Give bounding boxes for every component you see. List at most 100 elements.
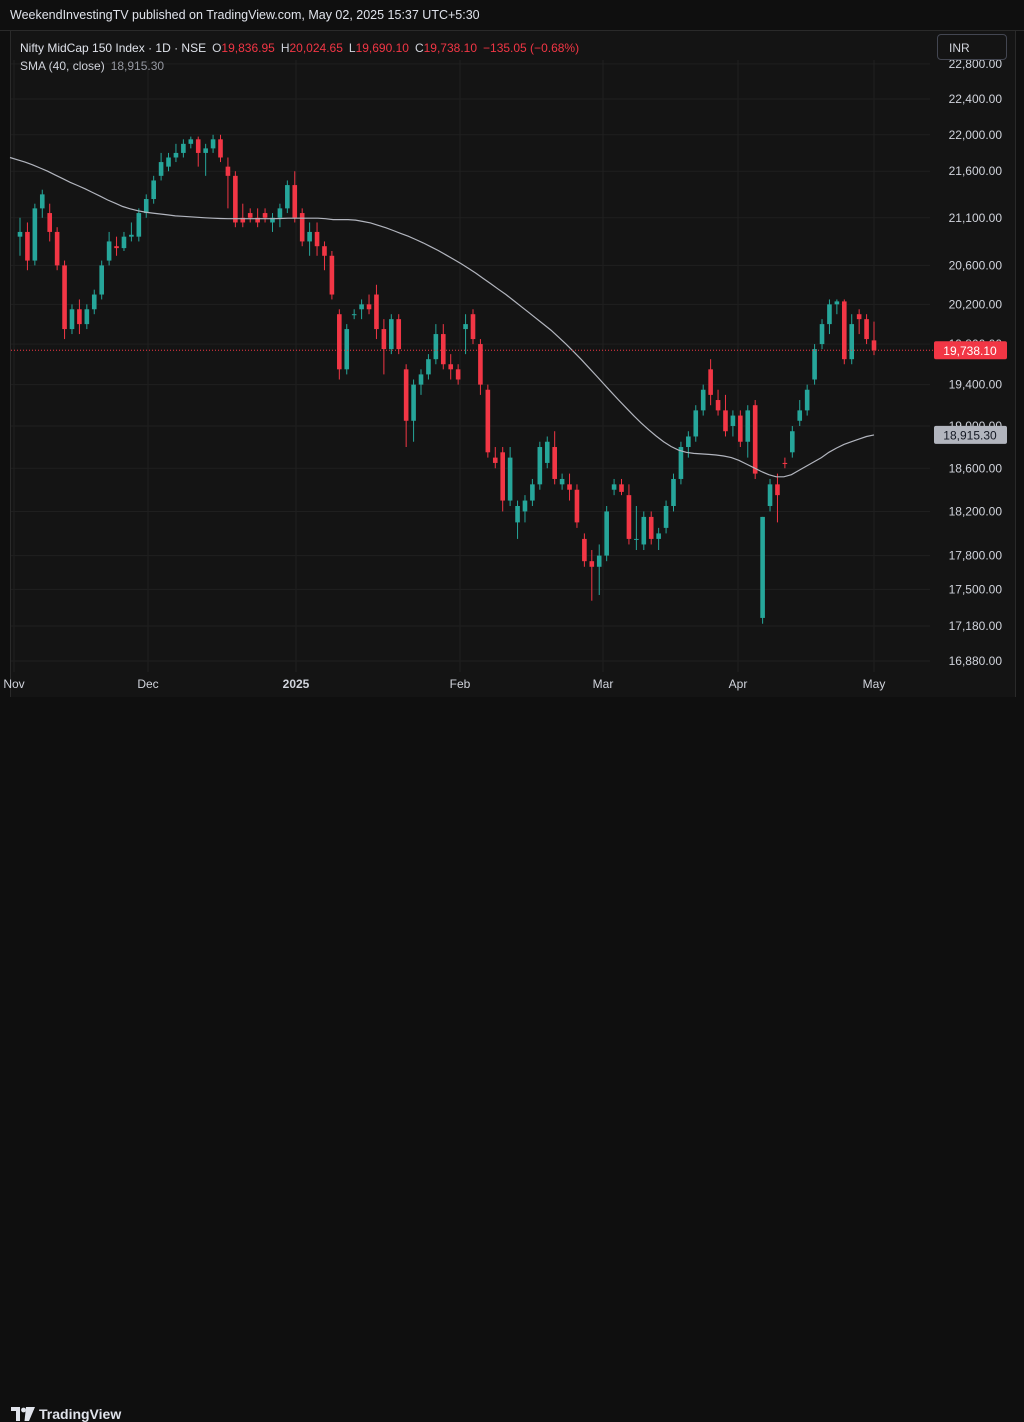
candle-body[interactable]: [700, 389, 706, 411]
candle-body[interactable]: [203, 148, 208, 153]
candle-body[interactable]: [39, 194, 45, 209]
candle-body[interactable]: [77, 309, 82, 325]
candle-body[interactable]: [738, 415, 743, 442]
candle-body[interactable]: [797, 410, 803, 421]
candle-body[interactable]: [166, 157, 171, 167]
candle-body[interactable]: [730, 415, 736, 426]
candle-body[interactable]: [544, 441, 550, 463]
candle-body[interactable]: [151, 180, 156, 200]
candle-body[interactable]: [455, 369, 461, 380]
candle-body[interactable]: [678, 447, 684, 479]
candle-body[interactable]: [804, 389, 810, 411]
candle-body[interactable]: [129, 234, 134, 237]
candle-body[interactable]: [418, 374, 424, 385]
candle-body[interactable]: [188, 139, 194, 144]
candle-body[interactable]: [84, 309, 90, 325]
candle-body[interactable]: [270, 217, 275, 223]
tradingview-logo[interactable]: TradingView: [11, 1406, 121, 1422]
candle-body[interactable]: [403, 369, 409, 421]
candle-body[interactable]: [218, 139, 223, 158]
candle-body[interactable]: [381, 329, 387, 350]
candle-body[interactable]: [641, 516, 647, 545]
candle-body[interactable]: [337, 314, 342, 370]
candle-body[interactable]: [611, 484, 617, 490]
candle-body[interactable]: [470, 314, 476, 340]
candle-body[interactable]: [841, 301, 847, 360]
candle-body[interactable]: [411, 384, 416, 421]
candle-body[interactable]: [871, 340, 877, 351]
candle-body[interactable]: [634, 538, 639, 540]
candle-body[interactable]: [775, 484, 780, 496]
candle-body[interactable]: [195, 139, 201, 153]
candle-body[interactable]: [752, 405, 758, 474]
candle-body[interactable]: [552, 447, 557, 479]
candle-body[interactable]: [515, 505, 520, 523]
candle-body[interactable]: [537, 447, 543, 485]
candle-body[interactable]: [233, 175, 238, 223]
candle-body[interactable]: [582, 538, 587, 562]
candle-body[interactable]: [299, 213, 305, 242]
candle-body[interactable]: [173, 152, 179, 158]
candle-body[interactable]: [240, 217, 246, 223]
candle-body[interactable]: [604, 511, 609, 556]
candle-body[interactable]: [596, 555, 602, 567]
candle-body[interactable]: [359, 304, 364, 310]
symbol-label[interactable]: Nifty MidCap 150 Index · 1D · NSE: [20, 41, 207, 55]
candle-body[interactable]: [322, 246, 327, 256]
candle-body[interactable]: [136, 213, 142, 237]
candle-body[interactable]: [158, 162, 164, 176]
candle-body[interactable]: [530, 484, 535, 501]
candle-body[interactable]: [812, 349, 817, 380]
candle-body[interactable]: [693, 410, 699, 437]
candle-body[interactable]: [782, 462, 788, 464]
candle-body[interactable]: [463, 324, 468, 330]
candle-body[interactable]: [99, 265, 104, 295]
candle-body[interactable]: [827, 304, 832, 325]
candle-body[interactable]: [574, 489, 580, 523]
candle-body[interactable]: [389, 319, 394, 350]
candle-body[interactable]: [686, 436, 691, 448]
candle-body[interactable]: [626, 495, 632, 539]
candle-body[interactable]: [648, 516, 654, 539]
candle-body[interactable]: [485, 389, 491, 453]
candle-body[interactable]: [500, 452, 505, 501]
candle-body[interactable]: [262, 213, 268, 218]
candle-body[interactable]: [492, 457, 498, 463]
candle-body[interactable]: [344, 329, 350, 370]
candle-body[interactable]: [32, 208, 38, 261]
candle-body[interactable]: [374, 294, 379, 330]
candle-body[interactable]: [663, 505, 669, 528]
candle-body[interactable]: [366, 304, 372, 310]
candle-body[interactable]: [767, 484, 773, 506]
candle-body[interactable]: [121, 236, 127, 249]
candle-body[interactable]: [589, 561, 595, 567]
candle-body[interactable]: [114, 246, 119, 249]
candle-body[interactable]: [314, 231, 320, 247]
candle-body[interactable]: [478, 344, 483, 385]
candle-body[interactable]: [285, 185, 290, 209]
candle-body[interactable]: [834, 301, 840, 305]
candle-body[interactable]: [17, 231, 23, 237]
candle-body[interactable]: [292, 185, 298, 218]
candle-body[interactable]: [522, 500, 528, 512]
candle-body[interactable]: [433, 334, 439, 360]
candle-body[interactable]: [25, 231, 30, 261]
candle-body[interactable]: [849, 324, 855, 360]
candle-body[interactable]: [708, 369, 713, 395]
candle-body[interactable]: [819, 324, 825, 345]
candle-body[interactable]: [351, 314, 357, 316]
candlestick-chart[interactable]: 22,800.00 22,400.00 22,000.00 21,600.00 21,1…: [0, 0, 1024, 737]
sma-label[interactable]: SMA (40, close): [20, 59, 105, 73]
candle-body[interactable]: [181, 143, 186, 153]
candle-body[interactable]: [247, 213, 253, 218]
candle-body[interactable]: [106, 241, 112, 261]
candle-body[interactable]: [790, 431, 795, 453]
candle-body[interactable]: [225, 166, 231, 176]
candle-body[interactable]: [760, 516, 765, 618]
candle-body[interactable]: [723, 410, 728, 432]
candle-body[interactable]: [255, 217, 260, 223]
candle-body[interactable]: [143, 199, 149, 214]
candle-body[interactable]: [507, 457, 513, 501]
chart-frame[interactable]: [10, 30, 1016, 699]
candle-body[interactable]: [69, 309, 75, 330]
